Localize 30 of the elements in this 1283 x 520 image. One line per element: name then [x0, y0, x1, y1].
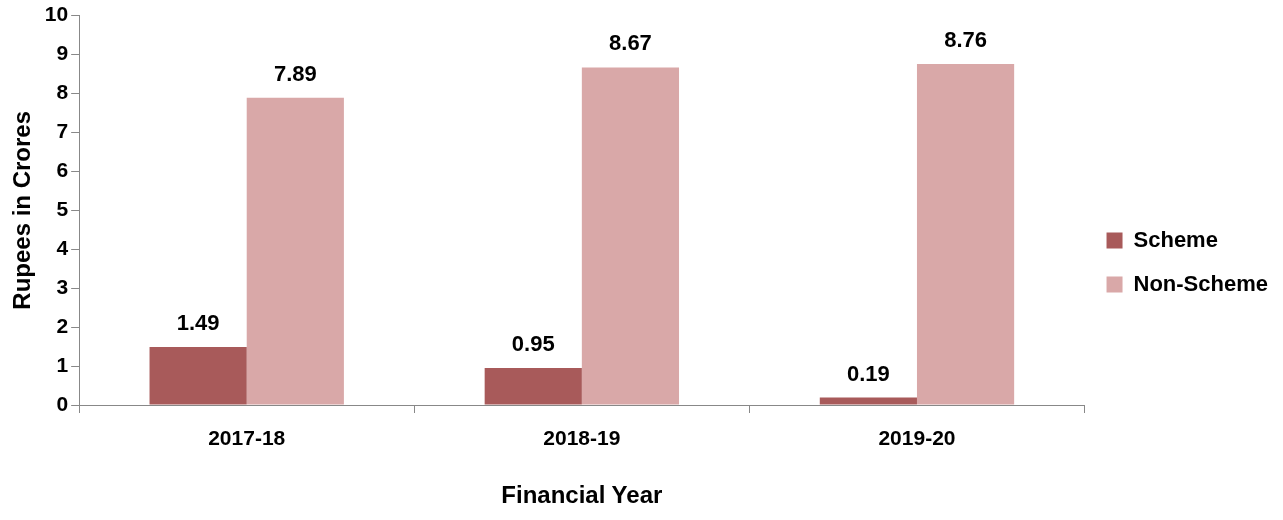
bar [581, 67, 680, 405]
data-label: 7.89 [273, 60, 317, 86]
y-tick-label: 8 [56, 80, 69, 104]
x-axis-title: Financial Year [501, 481, 663, 509]
x-tick-label: 2017-18 [208, 426, 286, 450]
bar [819, 397, 917, 405]
data-label: 8.76 [944, 26, 987, 52]
bar [484, 368, 582, 405]
bar [149, 346, 247, 405]
legend-label: Scheme [1133, 226, 1218, 252]
y-tick-label: 3 [56, 274, 69, 298]
data-label: 8.67 [609, 30, 652, 56]
y-tick-label: 2 [56, 313, 69, 337]
y-tick-label: 5 [56, 197, 69, 221]
bar [916, 63, 1015, 405]
y-tick-label: 7 [56, 119, 69, 143]
data-label: 0.19 [846, 360, 890, 386]
y-tick-label: 0 [56, 391, 69, 415]
y-axis-title: Rupees in Crores [8, 110, 36, 310]
y-tick-label: 9 [56, 41, 69, 65]
bar [246, 97, 344, 405]
x-tick-label: 2019-20 [878, 426, 956, 450]
x-tick-label: 2018-19 [543, 426, 621, 450]
y-tick-label: 10 [44, 2, 69, 26]
data-label: 0.95 [511, 331, 555, 357]
y-tick-label: 6 [56, 158, 69, 182]
y-tick-label: 4 [56, 236, 69, 260]
data-label: 1.49 [176, 310, 220, 336]
y-tick-label: 1 [56, 352, 69, 376]
legend-label: Non-Scheme [1133, 270, 1269, 296]
